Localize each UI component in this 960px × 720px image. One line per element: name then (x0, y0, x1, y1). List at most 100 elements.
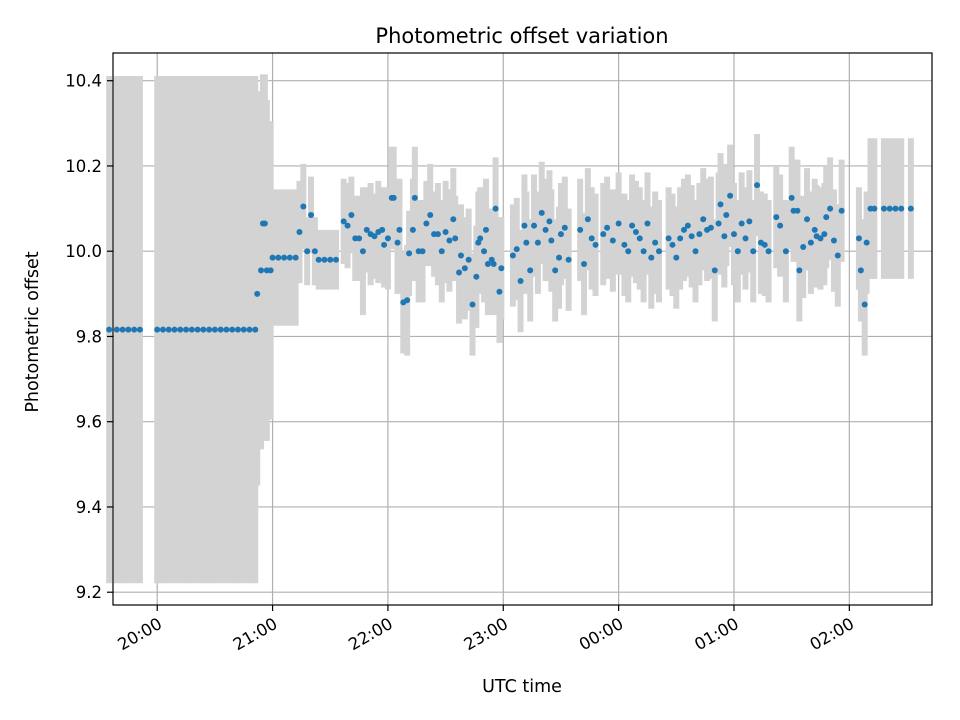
data-point (106, 326, 113, 333)
data-point (717, 201, 724, 208)
data-point (557, 231, 564, 238)
data-point (286, 254, 293, 261)
data-point (411, 194, 418, 201)
data-point (669, 241, 676, 248)
data-point (434, 231, 441, 238)
data-point (800, 243, 807, 250)
data-point (782, 248, 789, 255)
data-point (223, 326, 230, 333)
data-point (765, 248, 772, 255)
data-point (452, 235, 459, 242)
data-point (788, 194, 795, 201)
data-point (261, 220, 268, 227)
data-point (561, 224, 568, 231)
data-point (592, 241, 599, 248)
data-point (321, 256, 328, 263)
data-point (723, 211, 730, 218)
data-point (359, 248, 366, 255)
data-point (394, 239, 401, 246)
data-point (125, 326, 132, 333)
data-point (734, 248, 741, 255)
data-point (484, 260, 491, 267)
data-point (165, 326, 172, 333)
data-point (229, 326, 236, 333)
data-point (738, 220, 745, 227)
data-point (707, 224, 714, 231)
y-axis: 9.2 9.4 9.6 9.8 10.0 10.2 10.4 (65, 72, 113, 602)
data-point (830, 237, 837, 244)
data-point (446, 237, 453, 244)
data-point (677, 235, 684, 242)
data-point (246, 326, 253, 333)
data-point (217, 326, 224, 333)
data-point (652, 239, 659, 246)
data-point (794, 207, 801, 214)
data-point (492, 205, 499, 212)
data-point (300, 203, 307, 210)
data-point (171, 326, 178, 333)
data-point (754, 182, 761, 189)
data-point (531, 222, 538, 229)
data-point (340, 218, 347, 225)
data-point (907, 205, 914, 212)
data-point (577, 226, 584, 233)
data-point (750, 248, 757, 255)
data-point (863, 239, 870, 246)
data-point (542, 226, 549, 233)
data-point (482, 226, 489, 233)
data-point (154, 326, 161, 333)
data-point (404, 297, 411, 304)
data-point (538, 209, 545, 216)
data-point (275, 254, 282, 261)
data-point (746, 218, 753, 225)
data-point (456, 269, 463, 276)
data-point (177, 326, 184, 333)
data-point (871, 205, 878, 212)
data-point (234, 326, 241, 333)
data-point (438, 248, 445, 255)
data-point (496, 288, 503, 295)
data-point (855, 235, 862, 242)
data-point (327, 256, 334, 263)
data-point (834, 252, 841, 259)
data-point (381, 241, 388, 248)
data-point (821, 231, 828, 238)
plot-frame (112, 52, 933, 606)
data-point (715, 220, 722, 227)
data-point (384, 235, 391, 242)
data-point (258, 267, 265, 274)
data-point (625, 248, 632, 255)
data-point (548, 237, 555, 244)
data-point (465, 256, 472, 263)
data-point (269, 254, 276, 261)
data-point (640, 248, 647, 255)
data-point (581, 260, 588, 267)
data-point (621, 241, 628, 248)
data-point (600, 231, 607, 238)
data-point (632, 229, 639, 236)
data-point (673, 254, 680, 261)
chart-title: Photometric offset variation (375, 24, 668, 48)
data-point (188, 326, 195, 333)
data-point (711, 267, 718, 274)
data-point (807, 239, 814, 246)
data-point (119, 326, 126, 333)
y-tick-label: 10.2 (65, 157, 102, 176)
data-point (315, 256, 322, 263)
data-point (773, 214, 780, 221)
data-point (796, 267, 803, 274)
data-point (423, 220, 430, 227)
y-axis-label: Photometric offset (23, 251, 43, 412)
data-point (811, 226, 818, 233)
data-point (473, 273, 480, 280)
data-point (584, 216, 591, 223)
data-point (333, 256, 340, 263)
data-point (200, 326, 207, 333)
data-point (252, 326, 259, 333)
data-point (113, 326, 120, 333)
data-point (534, 239, 541, 246)
data-point (442, 229, 449, 236)
data-point (490, 260, 497, 267)
